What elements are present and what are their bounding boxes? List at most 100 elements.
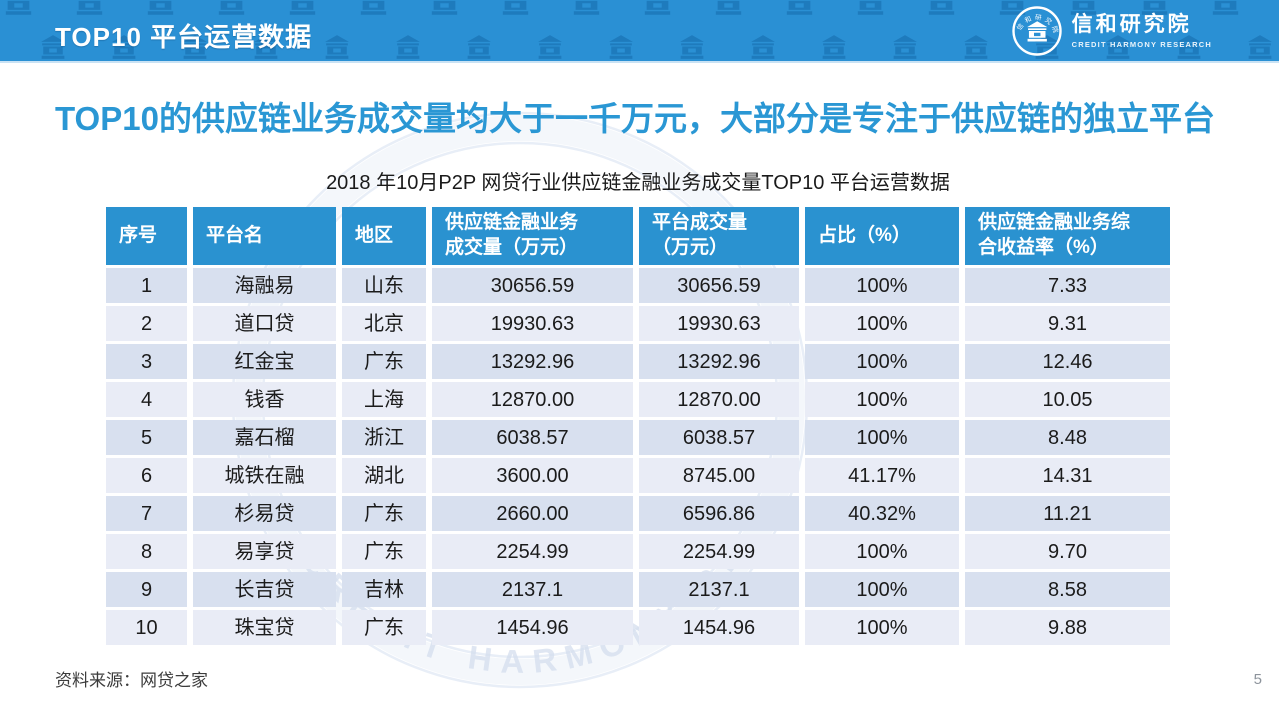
table-cell: 5 — [106, 420, 187, 455]
table-cell: 9.70 — [965, 534, 1170, 569]
table-cell: 9.31 — [965, 306, 1170, 341]
table-cell: 湖北 — [342, 458, 426, 493]
bank-pattern-icon — [217, 0, 246, 16]
column-header: 供应链金融业务综 合收益率（%） — [965, 207, 1170, 265]
bank-pattern-icon — [856, 0, 885, 16]
bank-pattern-icon — [963, 34, 989, 60]
column-header: 平台名 — [193, 207, 336, 265]
table-cell: 9.88 — [965, 610, 1170, 645]
table-cell: 30656.59 — [432, 268, 633, 303]
table-cell: 14.31 — [965, 458, 1170, 493]
table-cell: 40.32% — [805, 496, 959, 531]
table-row: 10 珠宝贷 广东 1454.96 1454.96 100% 9.88 — [106, 610, 1170, 645]
table-caption: 2018 年10月P2P 网贷行业供应链金融业务成交量TOP10 平台运营数据 — [326, 172, 950, 194]
table-cell: 长吉贷 — [193, 572, 336, 607]
table-cell: 吉林 — [342, 572, 426, 607]
table-cell: 7 — [106, 496, 187, 531]
bank-pattern-icon — [750, 34, 776, 60]
table-cell: 19930.63 — [432, 306, 633, 341]
table-cell: 13292.96 — [639, 344, 799, 379]
table-cell: 11.21 — [965, 496, 1170, 531]
data-table: 序号 平台名 地区 供应链金融业务 成交量（万元） 平台成交量 （万元） 占比（%） 供应链… — [100, 204, 1176, 648]
bank-pattern-icon — [714, 0, 743, 16]
table-header-row: 序号 平台名 地区 供应链金融业务 成交量（万元） 平台成交量 （万元） 占比（%） 供应链… — [106, 207, 1170, 265]
headline: TOP10的供应链业务成交量均大于一千万元，大部分是专注于供应链的独立平台 — [55, 100, 1215, 137]
bank-pattern-icon — [4, 0, 33, 16]
table-cell: 12870.00 — [639, 382, 799, 417]
table-cell: 6038.57 — [639, 420, 799, 455]
table-cell: 100% — [805, 306, 959, 341]
table-row: 3 红金宝 广东 13292.96 13292.96 100% 12.46 — [106, 344, 1170, 379]
table-cell: 100% — [805, 534, 959, 569]
table-row: 4 钱香 上海 12870.00 12870.00 100% 10.05 — [106, 382, 1170, 417]
table-container: 序号 平台名 地区 供应链金融业务 成交量（万元） 平台成交量 （万元） 占比（%） 供应链… — [100, 204, 1176, 648]
logo: 信和研究院 信和研究院 CREDIT HARMONY RESEARCH — [1011, 5, 1212, 57]
table-cell: 12870.00 — [432, 382, 633, 417]
table-cell: 8.58 — [965, 572, 1170, 607]
table-cell: 珠宝贷 — [193, 610, 336, 645]
table-row: 6 城铁在融 湖北 3600.00 8745.00 41.17% 14.31 — [106, 458, 1170, 493]
table-cell: 8.48 — [965, 420, 1170, 455]
banner-title: TOP10 平台运营数据 — [55, 22, 313, 52]
source-note: 资料来源：网贷之家 — [55, 671, 208, 690]
table-cell: 山东 — [342, 268, 426, 303]
table-cell: 2137.1 — [639, 572, 799, 607]
table-cell: 100% — [805, 572, 959, 607]
table-cell: 2 — [106, 306, 187, 341]
table-cell: 3600.00 — [432, 458, 633, 493]
bank-pattern-icon — [1211, 0, 1240, 16]
table-cell: 海融易 — [193, 268, 336, 303]
table-row: 7 杉易贷 广东 2660.00 6596.86 40.32% 11.21 — [106, 496, 1170, 531]
column-header: 地区 — [342, 207, 426, 265]
table-cell: 12.46 — [965, 344, 1170, 379]
table-row: 5 嘉石榴 浙江 6038.57 6038.57 100% 8.48 — [106, 420, 1170, 455]
bank-pattern-icon — [430, 0, 459, 16]
bank-pattern-icon — [643, 0, 672, 16]
table-cell: 1454.96 — [639, 610, 799, 645]
bank-pattern-icon — [679, 34, 705, 60]
bank-pattern-icon — [75, 0, 104, 16]
table-cell: 100% — [805, 344, 959, 379]
table-cell: 100% — [805, 420, 959, 455]
logo-emblem-icon: 信和研究院 — [1011, 6, 1062, 56]
table-cell: 6038.57 — [432, 420, 633, 455]
table-cell: 2660.00 — [432, 496, 633, 531]
table-cell: 杉易贷 — [193, 496, 336, 531]
table-cell: 10 — [106, 610, 187, 645]
table-cell: 广东 — [342, 534, 426, 569]
bank-pattern-icon — [288, 0, 317, 16]
table-cell: 30656.59 — [639, 268, 799, 303]
table-cell: 41.17% — [805, 458, 959, 493]
table-cell: 1454.96 — [432, 610, 633, 645]
table-cell: 2254.99 — [432, 534, 633, 569]
bank-pattern-icon — [359, 0, 388, 16]
table-cell: 3 — [106, 344, 187, 379]
table-cell: 100% — [805, 268, 959, 303]
table-cell: 易享贷 — [193, 534, 336, 569]
bank-pattern-icon — [466, 34, 492, 60]
table-cell: 1 — [106, 268, 187, 303]
bank-pattern-icon — [821, 34, 847, 60]
table-cell: 广东 — [342, 496, 426, 531]
bank-pattern-icon — [1247, 34, 1273, 60]
bank-pattern-icon — [608, 34, 634, 60]
table-cell: 6596.86 — [639, 496, 799, 531]
page-number: 5 — [1253, 671, 1262, 688]
table-cell: 嘉石榴 — [193, 420, 336, 455]
table-cell: 13292.96 — [432, 344, 633, 379]
table-cell: 9 — [106, 572, 187, 607]
bank-pattern-icon — [537, 34, 563, 60]
table-cell: 4 — [106, 382, 187, 417]
table-cell: 8 — [106, 534, 187, 569]
table-cell: 100% — [805, 610, 959, 645]
column-header: 供应链金融业务 成交量（万元） — [432, 207, 633, 265]
bank-pattern-icon — [785, 0, 814, 16]
bank-pattern-icon — [892, 34, 918, 60]
table-cell: 北京 — [342, 306, 426, 341]
table-row: 9 长吉贷 吉林 2137.1 2137.1 100% 8.58 — [106, 572, 1170, 607]
table-cell: 道口贷 — [193, 306, 336, 341]
bank-pattern-icon — [395, 34, 421, 60]
table-cell: 城铁在融 — [193, 458, 336, 493]
table-cell: 19930.63 — [639, 306, 799, 341]
